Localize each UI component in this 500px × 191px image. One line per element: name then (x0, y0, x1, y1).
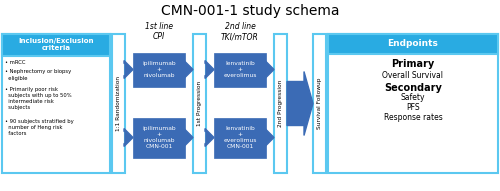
Polygon shape (287, 71, 313, 135)
Text: Endpoints: Endpoints (388, 40, 438, 49)
Bar (214, 53, 266, 87)
Text: • Primarily poor risk
  subjects with up to 50%
  intermediate risk
  subjects: • Primarily poor risk subjects with up t… (5, 87, 71, 110)
Text: lenvatinib
+
everolimus: lenvatinib + everolimus (224, 61, 256, 78)
Bar (133, 117, 185, 158)
Text: 2nd line
TKI/mTOR: 2nd line TKI/mTOR (221, 22, 259, 41)
Polygon shape (184, 61, 193, 79)
Text: Safety: Safety (401, 94, 425, 103)
Text: ipilimumab
+
nivolumab: ipilimumab + nivolumab (142, 61, 176, 78)
Bar (2, 34, 110, 56)
Text: Response rates: Response rates (384, 113, 442, 122)
Text: • mRCC: • mRCC (5, 60, 25, 65)
Text: • 90 subjects stratified by
  number of Heng risk
  factors: • 90 subjects stratified by number of He… (5, 118, 74, 136)
Bar (112, 34, 125, 173)
Text: Overall Survival: Overall Survival (382, 70, 444, 79)
Text: Survival Followup: Survival Followup (317, 78, 322, 129)
Bar (2, 34, 110, 173)
Text: lenvatinib
+
everolimus
CMN-001: lenvatinib + everolimus CMN-001 (224, 126, 256, 149)
Polygon shape (205, 61, 214, 79)
Bar (214, 117, 266, 158)
Text: 2nd Progression: 2nd Progression (278, 80, 283, 127)
Polygon shape (124, 129, 133, 146)
Bar (133, 53, 185, 87)
Polygon shape (265, 61, 274, 79)
Text: 1:1 Randomization: 1:1 Randomization (116, 76, 121, 131)
Bar (328, 34, 498, 54)
Bar (313, 34, 326, 173)
Text: • Nephrectomy or biopsy
  eligible: • Nephrectomy or biopsy eligible (5, 70, 71, 81)
Text: PFS: PFS (406, 104, 420, 112)
Text: CMN-001-1 study schema: CMN-001-1 study schema (161, 4, 339, 18)
Bar (274, 34, 287, 173)
Text: Inclusion/Exclusion
criteria: Inclusion/Exclusion criteria (18, 39, 94, 52)
Text: 1st Progression: 1st Progression (197, 81, 202, 126)
Text: 1st line
CPI: 1st line CPI (145, 22, 173, 41)
Polygon shape (265, 129, 274, 146)
Text: ipilimumab
+
nivolumab
CMN-001: ipilimumab + nivolumab CMN-001 (142, 126, 176, 149)
Polygon shape (205, 129, 214, 146)
Text: Secondary: Secondary (384, 83, 442, 93)
Bar (328, 34, 498, 173)
Polygon shape (184, 129, 193, 146)
Text: Primary: Primary (392, 59, 434, 69)
Polygon shape (124, 61, 133, 79)
Bar (193, 34, 206, 173)
